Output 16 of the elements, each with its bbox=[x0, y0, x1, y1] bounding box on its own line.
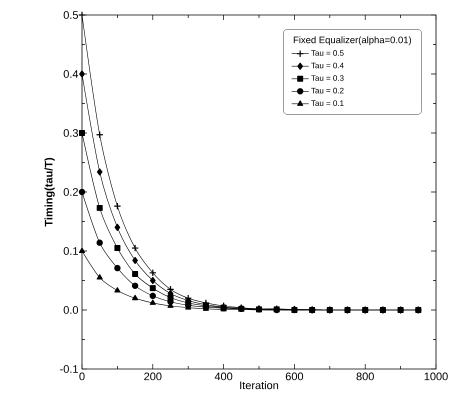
y-tick-label: 0.4 bbox=[64, 70, 78, 78]
y-tick-label: 0.0 bbox=[64, 306, 78, 314]
y-tick-label: 0.3 bbox=[64, 129, 78, 137]
y-axis-title: Timing(tau/T) bbox=[44, 158, 55, 226]
y-tick-label: 0.5 bbox=[64, 11, 78, 19]
legend-title: Fixed Equalizer(alpha=0.01) bbox=[294, 36, 412, 46]
x-tick-label: 800 bbox=[356, 372, 374, 380]
y-tick-label: -0.1 bbox=[60, 365, 78, 373]
y-tick-label: 0.2 bbox=[64, 188, 78, 196]
x-tick-label: 400 bbox=[214, 372, 232, 380]
x-tick-label: 600 bbox=[286, 372, 304, 380]
x-tick-label: 1000 bbox=[424, 372, 448, 380]
y-tick-label: 0.1 bbox=[64, 247, 78, 255]
x-axis-title: Iteration bbox=[240, 381, 278, 390]
x-tick-label: 200 bbox=[144, 372, 162, 380]
x-tick-label: 0 bbox=[79, 372, 85, 380]
